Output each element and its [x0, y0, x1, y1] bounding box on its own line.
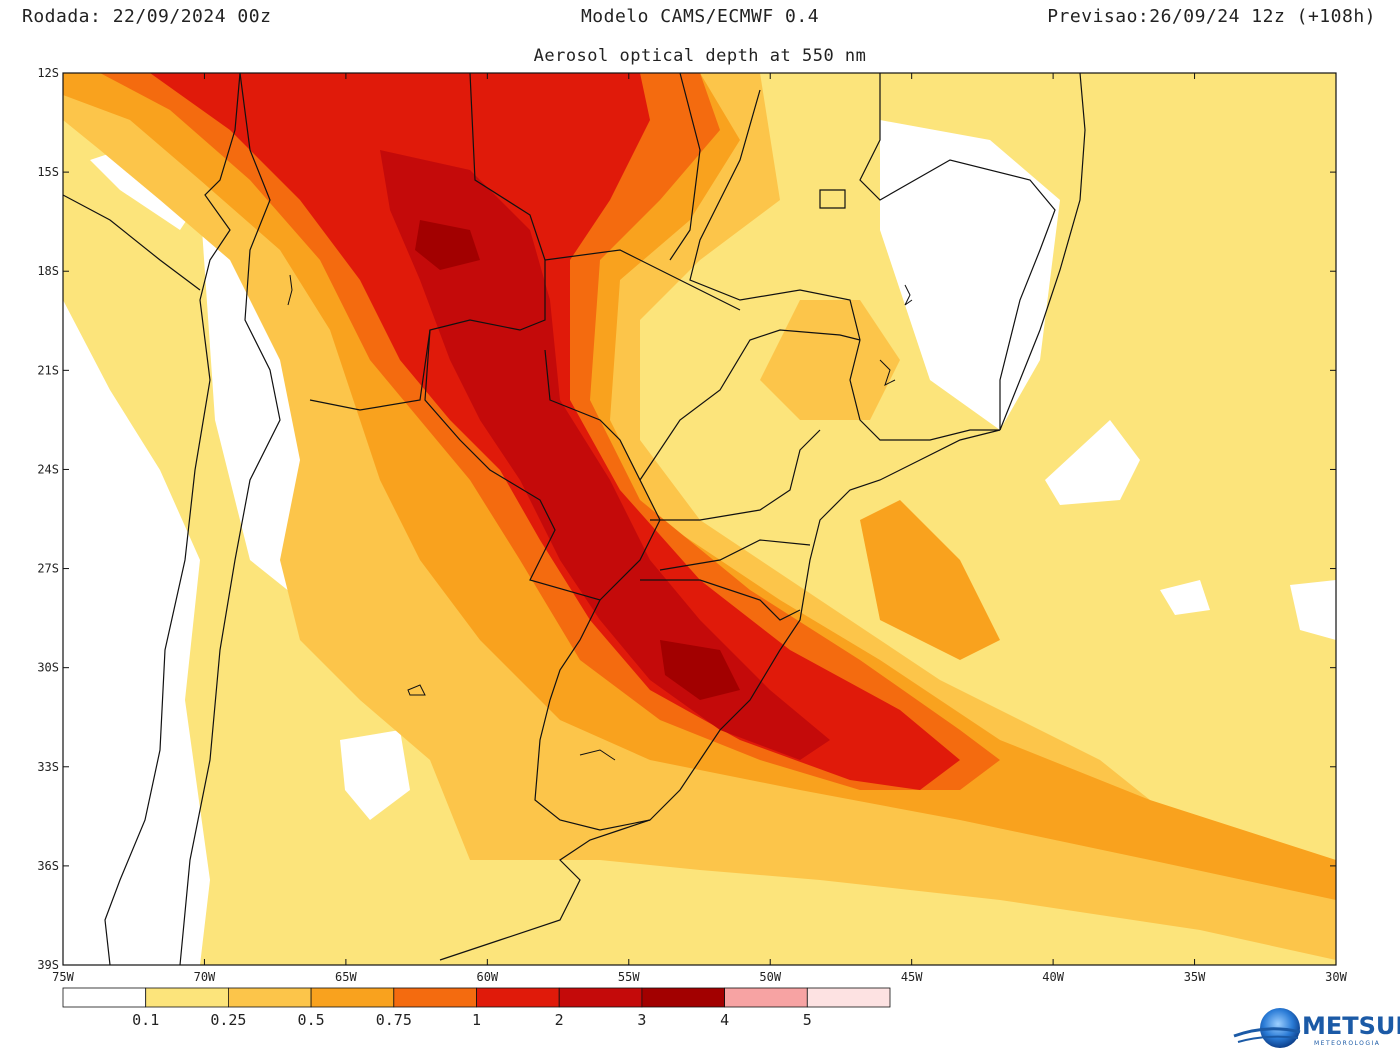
lon-label: 65W — [335, 970, 357, 984]
colorbar-swatch — [393, 987, 477, 1008]
lat-label: 21S — [37, 363, 59, 377]
lat-label: 18S — [37, 264, 59, 278]
colorbar-label: 0.75 — [376, 1011, 412, 1029]
uruguay-border — [534, 599, 651, 831]
colorbar-label: 5 — [803, 1011, 812, 1029]
colorbar-swatch — [806, 987, 891, 1008]
colorbar: 0.1 0.25 0.5 0.75 1 2 3 4 5 — [62, 987, 891, 1029]
colorbar-label: 0.1 — [132, 1011, 159, 1029]
mg-rj-border — [849, 339, 1000, 441]
colorbar-label: 0.5 — [298, 1011, 325, 1029]
colorbar-label: 1 — [472, 1011, 481, 1029]
borders-layer — [63, 73, 1086, 965]
colorbar-label: 2 — [555, 1011, 564, 1029]
lon-label: 40W — [1042, 970, 1064, 984]
ba-border — [859, 73, 1056, 430]
globe-icon — [1233, 1008, 1301, 1048]
brazil-coastline — [439, 429, 1001, 961]
lakes-layer — [287, 274, 913, 761]
colorbar-swatch — [641, 987, 726, 1008]
lat-label: 33S — [37, 760, 59, 774]
sc-border — [659, 539, 811, 571]
map-frame — [62, 72, 1337, 966]
colorbar-swatch — [476, 987, 560, 1008]
lat-label: 24S — [37, 462, 59, 476]
lat-label: 12S — [37, 66, 59, 80]
colorbar-label: 0.25 — [210, 1011, 246, 1029]
logo-brand: METSUL — [1302, 1012, 1400, 1040]
mt-go-border — [669, 73, 701, 261]
logo-sub: METEOROLOGIA — [1314, 1040, 1381, 1047]
lon-label: 70W — [194, 970, 216, 984]
paraguay-border — [424, 73, 661, 601]
colorbar-swatch — [310, 987, 395, 1008]
colorbar-label: 3 — [637, 1011, 646, 1029]
east-coastline — [999, 73, 1086, 431]
lon-labels: 75W 70W 65W 60W 55W 50W 45W 40W 35W 30W — [52, 970, 1347, 984]
bolivia-paraguay-border — [309, 329, 431, 411]
lat-label: 36S — [37, 859, 59, 873]
rs-border — [640, 579, 801, 621]
aod-field — [63, 73, 1336, 965]
colorbar-swatch — [558, 987, 643, 1008]
peru-bolivia-border — [63, 194, 201, 291]
lon-label: 60W — [476, 970, 498, 984]
lat-label: 15S — [37, 165, 59, 179]
field-subtitle: Aerosol optical depth at 550 nm — [533, 46, 867, 66]
lon-label: 75W — [52, 970, 74, 984]
lat-labels: 12S 15S 18S 21S 24S 27S 30S 33S 36S 39S — [37, 66, 59, 972]
chile-coastline — [104, 73, 241, 965]
lon-label: 45W — [901, 970, 923, 984]
lon-label: 35W — [1184, 970, 1206, 984]
lon-label: 30W — [1325, 970, 1347, 984]
df-border — [819, 189, 846, 209]
colorbar-swatch — [145, 987, 229, 1008]
lon-label: 50W — [759, 970, 781, 984]
ms-border — [544, 249, 741, 311]
sp-border — [639, 329, 861, 481]
pr-border — [650, 429, 821, 521]
lat-label: 39S — [37, 958, 59, 972]
colorbar-swatch — [62, 987, 147, 1008]
run-time-label: Rodada: 22/09/2024 00z — [22, 6, 272, 27]
valid-time-label: Previsao:26/09/24 12z (+108h) — [1047, 6, 1376, 27]
metsul-logo: METSUL METEOROLOGIA — [1232, 1004, 1400, 1052]
go-mg-border — [689, 89, 861, 341]
colorbar-label: 4 — [720, 1011, 729, 1029]
andes-border — [179, 73, 281, 965]
tick-marks — [62, 72, 1337, 966]
lat-label: 30S — [37, 661, 59, 675]
model-title: Modelo CAMS/ECMWF 0.4 — [580, 6, 820, 27]
lon-label: 55W — [618, 970, 640, 984]
colorbar-swatch — [724, 987, 808, 1008]
lat-label: 27S — [37, 562, 59, 576]
colorbar-swatch — [227, 987, 312, 1008]
